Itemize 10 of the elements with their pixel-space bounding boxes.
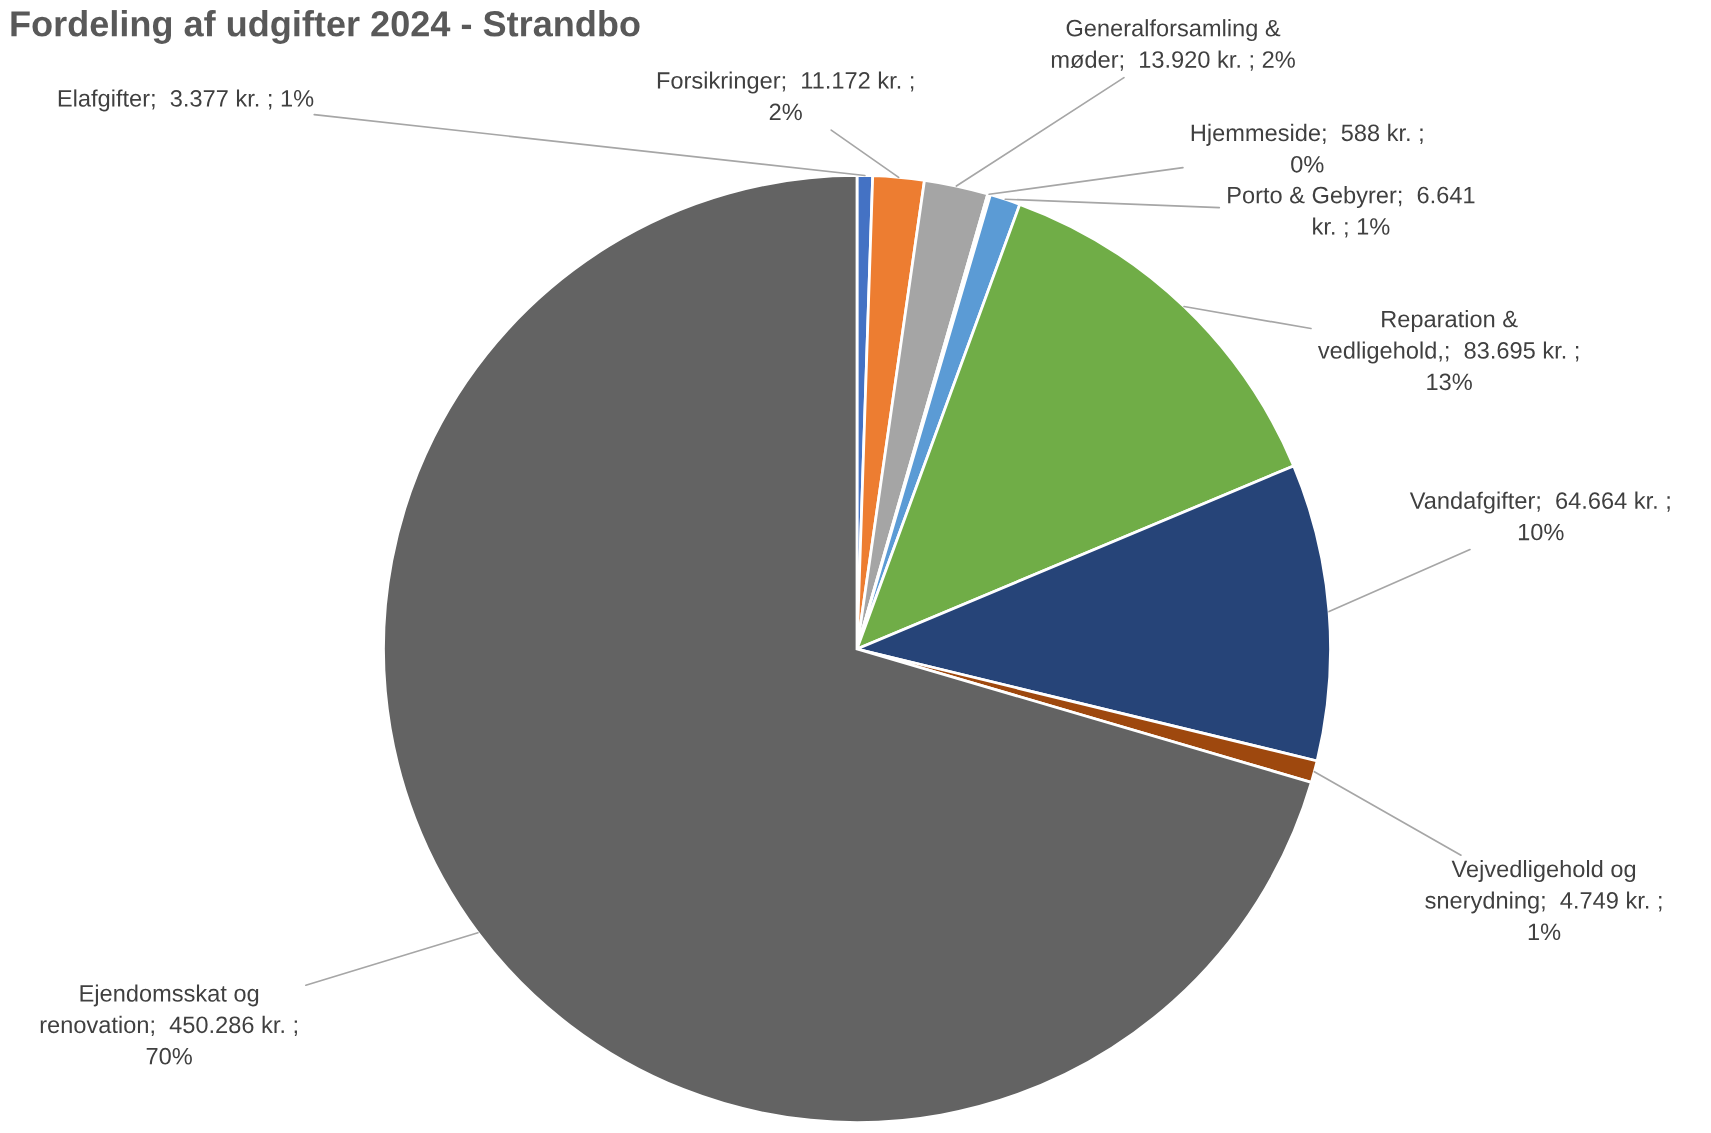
slice-label: Vandafgifter; 64.664 kr. ; 10% bbox=[1409, 491, 1670, 541]
slice-label: Ejendomsskat og renovation; 450.286 kr. ; 70% bbox=[40, 984, 297, 1065]
slice-label: Vejvedligehold og snerydning; 4.749 kr. ; 1% bbox=[1425, 860, 1662, 941]
slice-label: Porto & Gebyrer; 6.641 kr. ; 1% bbox=[1228, 186, 1475, 238]
slice-label: Forsikringer; 11.172 kr. ; 2% bbox=[657, 71, 914, 121]
slice-label: Hjemmeside; 588 kr. ; 0% bbox=[1191, 123, 1423, 173]
slice-label: Elafgifter; 3.377 kr. ; 1% bbox=[58, 89, 314, 112]
chart-title: Fordeling af udgifter 2024 - Strandbo bbox=[11, 10, 640, 44]
slice-label: Generalforsamling & møder; 13.920 kr. ; 2% bbox=[1051, 19, 1295, 71]
slice-label: Reparation & vedligehold,; 83.695 kr. ; 13% bbox=[1317, 310, 1579, 391]
